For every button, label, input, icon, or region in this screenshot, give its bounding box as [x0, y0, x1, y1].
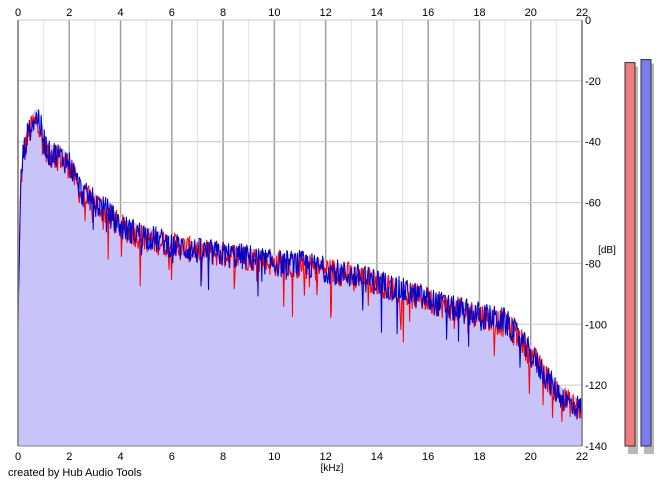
y-tick-label: -60 — [585, 198, 601, 210]
series-line-right — [17, 109, 583, 420]
x-tick-label-top: 0 — [15, 7, 21, 19]
plot-frame — [17, 20, 583, 447]
x-tick-label-bottom: 10 — [268, 451, 280, 463]
x-tick-label-bottom: 4 — [117, 451, 123, 463]
x-tick-label-bottom: 18 — [473, 451, 485, 463]
x-tick-label-bottom: 0 — [15, 451, 21, 463]
y-tick-label: -120 — [585, 380, 607, 392]
x-tick-label-top: 10 — [268, 7, 280, 19]
x-axis-label: [kHz] — [321, 463, 344, 474]
y-axis-label: [dB] — [598, 245, 616, 256]
y-tick-labels: 0 -20 -40 -60 -80 -100 -120 -140 — [585, 15, 607, 453]
y-tick-label: -100 — [585, 319, 607, 331]
x-tick-label-bottom: 14 — [371, 451, 383, 463]
x-tick-label-bottom: 16 — [422, 451, 434, 463]
y-tick-label: -40 — [585, 137, 601, 149]
spectrum-lines — [17, 109, 583, 422]
x-tick-label-top: 6 — [169, 7, 175, 19]
x-tick-label-bottom: 12 — [320, 451, 332, 463]
x-tick-label-bottom: 20 — [525, 451, 537, 463]
x-tick-label-bottom: 2 — [66, 451, 72, 463]
x-tick-label-top: 12 — [320, 7, 332, 19]
x-tick-label-top: 4 — [117, 7, 123, 19]
spectrum-fill-area — [18, 108, 582, 446]
y-tick-label: 0 — [585, 15, 591, 27]
x-tick-label-bottom: 8 — [220, 451, 226, 463]
x-tick-label-top: 14 — [371, 7, 383, 19]
x-tick-label-top: 8 — [220, 7, 226, 19]
x-tick-label-bottom: 22 — [576, 451, 588, 463]
x-tick-label-top: 20 — [525, 7, 537, 19]
x-tick-label-top: 22 — [576, 7, 588, 19]
level-meter-left — [624, 62, 636, 447]
y-tick-label: -20 — [585, 76, 601, 88]
spectrum-fill — [18, 108, 582, 446]
credit-text: created by Hub Audio Tools — [8, 467, 142, 479]
x-tick-label-top: 16 — [422, 7, 434, 19]
level-meters — [624, 59, 654, 455]
y-tick-label: -80 — [585, 258, 601, 270]
x-tick-label-bottom: 6 — [169, 451, 175, 463]
y-tick-label: -140 — [585, 441, 607, 453]
x-tick-label-top: 18 — [473, 7, 485, 19]
x-tick-label-top: 2 — [66, 7, 72, 19]
level-meter-right — [640, 59, 652, 447]
